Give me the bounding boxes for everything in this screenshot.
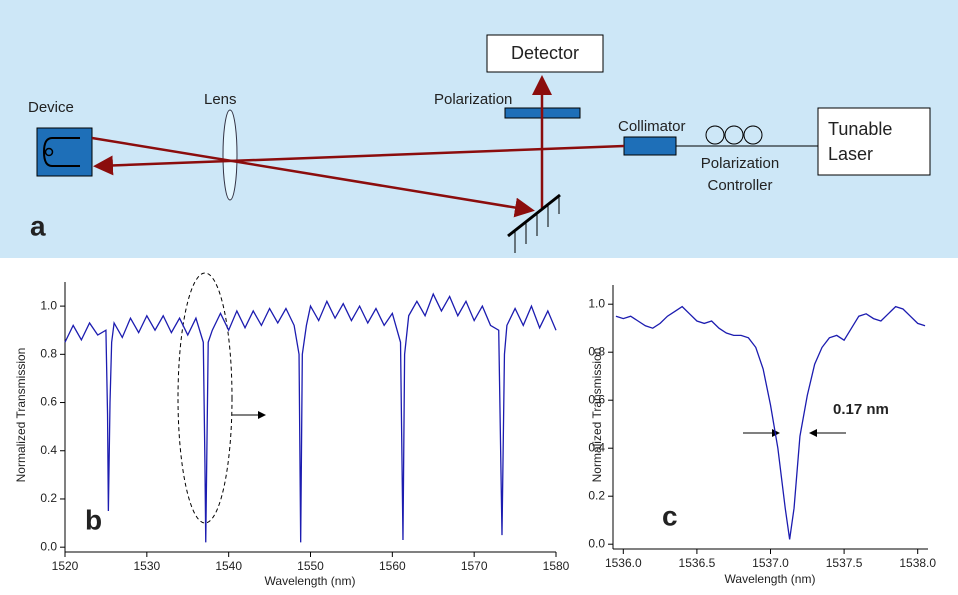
y-tick-label: 0.0: [40, 539, 57, 553]
diagram-background: [0, 0, 958, 258]
panel-label: b: [85, 504, 102, 535]
x-tick-label: 1560: [379, 559, 406, 573]
label: Polarization: [434, 91, 512, 108]
x-tick-label: 1538.0: [899, 556, 936, 570]
x-tick-label: 1570: [461, 559, 488, 573]
x-tick-label: 1536.5: [679, 556, 716, 570]
setup-diagram: a Device Lens Polarization Detector Coll…: [0, 0, 958, 258]
beam: [91, 136, 535, 218]
label: Polarization: [701, 155, 779, 172]
y-tick-label: 0.6: [40, 395, 57, 409]
panel-label: a: [30, 210, 46, 241]
laser-box: [817, 107, 931, 176]
fiber-loop: [724, 125, 744, 145]
fiber-loop: [743, 125, 763, 145]
label: Device: [28, 99, 74, 116]
y-axis-label: Normalized Transmission: [14, 348, 28, 483]
y-tick-label: 1.0: [40, 298, 57, 312]
label: Lens: [204, 91, 237, 108]
label: Collimator: [618, 118, 686, 135]
x-axis-label: Wavelength (nm): [725, 572, 816, 586]
collimator: [623, 136, 677, 156]
y-tick-label: 0.2: [588, 488, 605, 502]
highlight-ellipse: [177, 272, 233, 524]
annotation: 0.17 nm: [833, 401, 889, 418]
mirror: [507, 193, 561, 238]
device-ring: [44, 147, 54, 157]
device-waveguide: [42, 137, 80, 167]
y-tick-label: 1.0: [588, 296, 605, 310]
fiber-loop: [705, 125, 725, 145]
y-tick-label: 0.4: [588, 440, 605, 454]
y-tick-label: 0.0: [588, 536, 605, 550]
x-tick-label: 1536.0: [605, 556, 642, 570]
beam: [93, 144, 625, 176]
label: Detector: [511, 43, 579, 63]
data-line: [64, 292, 557, 543]
x-tick-label: 1580: [543, 559, 570, 573]
x-tick-label: 1537.5: [826, 556, 863, 570]
x-tick-label: 1540: [215, 559, 242, 573]
y-tick-label: 0.6: [588, 392, 605, 406]
label: Tunable: [828, 119, 892, 139]
data-line: [615, 305, 926, 540]
lens: [222, 109, 238, 201]
label: Controller: [707, 177, 772, 194]
y-tick-label: 0.8: [588, 344, 605, 358]
x-tick-label: 1537.0: [752, 556, 789, 570]
y-tick-label: 0.4: [40, 443, 57, 457]
label: Laser: [828, 144, 873, 164]
y-axis-label: Normalized Transmission: [590, 348, 604, 483]
mirror-hatch: [514, 196, 560, 253]
x-tick-label: 1550: [297, 559, 324, 573]
y-tick-label: 0.8: [40, 346, 57, 360]
x-tick-label: 1520: [52, 559, 79, 573]
x-axis-label: Wavelength (nm): [265, 574, 356, 588]
y-tick-label: 0.2: [40, 491, 57, 505]
x-tick-label: 1530: [133, 559, 160, 573]
detector-box: [486, 34, 604, 73]
panel-label: c: [662, 500, 678, 531]
